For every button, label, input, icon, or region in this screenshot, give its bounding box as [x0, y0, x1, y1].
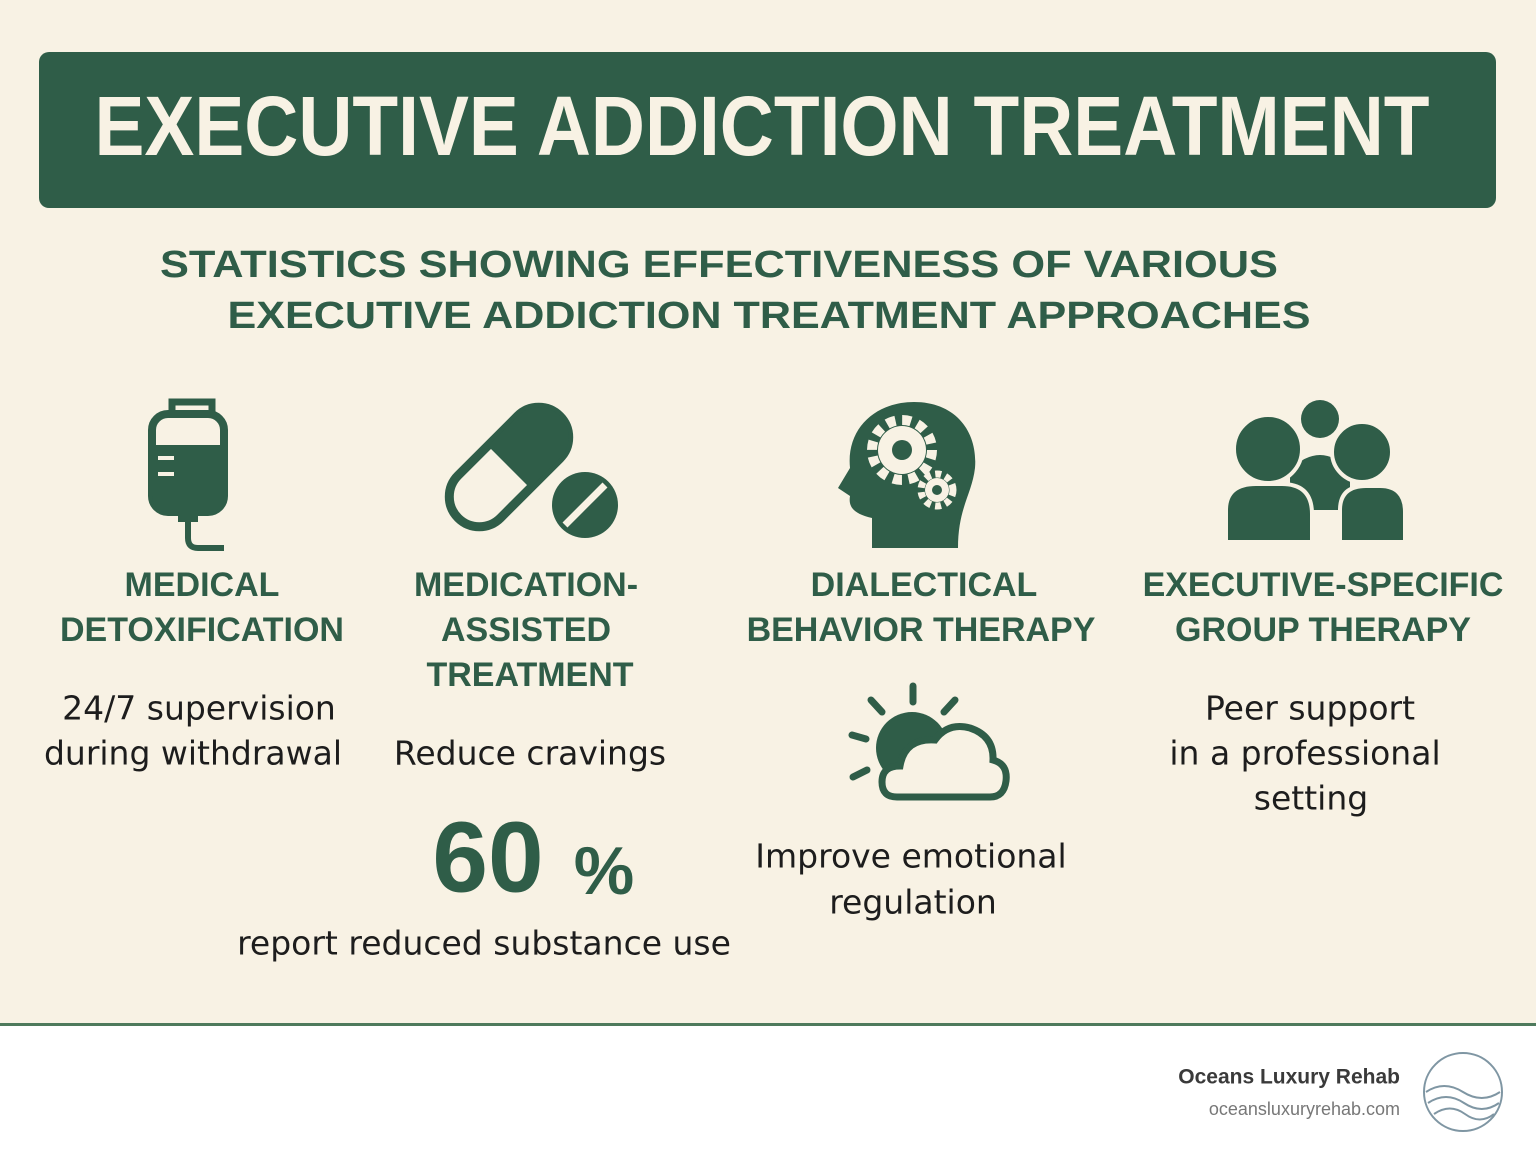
treatment-title: TREATMENT: [426, 656, 633, 694]
stat-value: 60: [432, 801, 543, 913]
treatment-title: MEDICATION-: [414, 566, 638, 604]
head-gears-icon: [838, 402, 976, 548]
treatment-description: 24/7 supervision: [62, 689, 336, 728]
treatment-title: MEDICAL: [125, 566, 280, 604]
treatment-description: setting: [1254, 779, 1368, 818]
footer-divider: [0, 1023, 1536, 1026]
group-people-icon: [1224, 400, 1407, 544]
treatment-description: Peer support: [1205, 689, 1415, 728]
treatment-title: BEHAVIOR THERAPY: [747, 611, 1096, 649]
treatment-title: EXECUTIVE-SPECIFIC: [1143, 566, 1504, 604]
treatment-title: DETOXIFICATION: [60, 611, 344, 649]
stat-unit: %: [574, 833, 634, 909]
footer-logo: [1423, 1052, 1503, 1132]
footer-url: oceansluxuryrehab.com: [1209, 1099, 1400, 1119]
footer: [0, 1025, 1536, 1154]
stat-label: report reduced substance use: [237, 924, 731, 963]
treatment-title: GROUP THERAPY: [1175, 611, 1471, 649]
treatment-title: ASSISTED: [441, 611, 611, 649]
treatment-description: Improve emotional: [755, 837, 1066, 876]
pill-icon: [444, 402, 618, 538]
header-title: EXECUTIVE ADDICTION TREATMENT: [95, 79, 1430, 173]
treatment-description: Reduce cravings: [394, 734, 666, 773]
treatment-description: during withdrawal: [44, 734, 342, 773]
subtitle-line: STATISTICS SHOWING EFFECTIVENESS OF VARI…: [160, 244, 1278, 286]
sun-cloud-icon: [848, 682, 1010, 801]
footer-brand: Oceans Luxury Rehab: [1178, 1066, 1400, 1089]
header-banner: [39, 52, 1496, 208]
treatment-title: DIALECTICAL: [811, 566, 1038, 604]
treatment-description: in a professional: [1169, 734, 1440, 773]
subtitle-line: EXECUTIVE ADDICTION TREATMENT APPROACHES: [228, 295, 1311, 337]
iv-bag-icon: [148, 398, 228, 551]
treatment-description: regulation: [829, 883, 997, 922]
